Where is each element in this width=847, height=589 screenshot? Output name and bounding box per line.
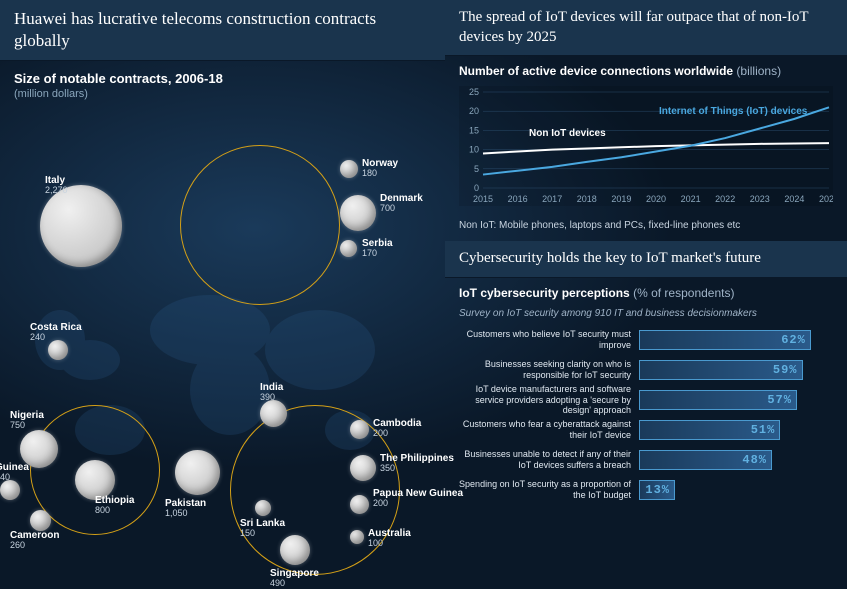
contract-bubble — [280, 535, 310, 565]
bar-label: IoT device manufacturers and software se… — [459, 384, 639, 416]
line-chart-unit: (billions) — [736, 64, 781, 78]
right-panel: The spread of IoT devices will far outpa… — [445, 0, 847, 570]
svg-text:2019: 2019 — [611, 194, 631, 204]
contract-bubble — [40, 185, 122, 267]
bubble-label: Norway180 — [362, 158, 398, 179]
contract-bubble — [340, 195, 376, 231]
bar-track: 48% — [639, 450, 833, 470]
bar-label: Businesses unable to detect if any of th… — [459, 449, 639, 471]
bar-value: 57% — [767, 393, 792, 407]
bar-track: 13% — [639, 480, 833, 500]
bar-fill: 48% — [639, 450, 772, 470]
bar-value: 13% — [645, 483, 670, 497]
bar-fill: 51% — [639, 420, 780, 440]
bar-fill: 13% — [639, 480, 675, 500]
svg-text:2022: 2022 — [715, 194, 735, 204]
bubble-label: The Philippines350 — [380, 453, 454, 474]
iot-header: The spread of IoT devices will far outpa… — [445, 0, 847, 56]
left-header: Huawei has lucrative telecoms constructi… — [0, 0, 445, 61]
bar-value: 51% — [751, 423, 776, 437]
bar-value: 62% — [781, 333, 806, 347]
svg-text:25: 25 — [469, 87, 479, 97]
left-subtitle-note: (million dollars) — [0, 88, 445, 100]
bubble-label: Papua New Guinea200 — [373, 488, 463, 509]
map-area: Italy2,270 Norway180 Denmark700 Serbia170 Co… — [0, 100, 445, 580]
bubble-label: Sri Lanka150 — [240, 518, 285, 539]
left-subtitle: Size of notable contracts, 2006-18 — [0, 61, 445, 88]
bubble-label: Costa Rica240 — [30, 322, 82, 343]
contract-bubble — [340, 160, 358, 178]
zoom-ring — [180, 145, 340, 305]
svg-text:2016: 2016 — [508, 194, 528, 204]
bar-row: Businesses unable to detect if any of th… — [459, 449, 833, 472]
svg-text:5: 5 — [474, 164, 479, 174]
contract-bubble — [175, 450, 220, 495]
bar-value: 59% — [773, 363, 798, 377]
bar-label: Customers who fear a cyberattack against… — [459, 419, 639, 441]
bubble-label: Italy2,270 — [45, 175, 68, 196]
bubble-label: India390 — [260, 382, 283, 403]
bar-track: 57% — [639, 390, 833, 410]
line-chart: 0510152025201520162017201820192020202120… — [459, 86, 833, 206]
bar-track: 51% — [639, 420, 833, 440]
svg-text:10: 10 — [469, 145, 479, 155]
bubble-label: Ethiopia800 — [95, 495, 134, 516]
bar-fill: 62% — [639, 330, 811, 350]
bar-label: Customers who believe IoT security must … — [459, 329, 639, 351]
bubble-label: Australia100 — [368, 528, 411, 549]
bar-row: IoT device manufacturers and software se… — [459, 389, 833, 412]
left-panel: Huawei has lucrative telecoms constructi… — [0, 0, 445, 570]
bubble-label: Pakistan1,050 — [165, 498, 206, 519]
svg-text:2023: 2023 — [750, 194, 770, 204]
svg-text:2020: 2020 — [646, 194, 666, 204]
bars-panel: IoT cybersecurity perceptions (% of resp… — [445, 278, 847, 517]
bubble-label: Serbia170 — [362, 238, 393, 259]
cyber-header: Cybersecurity holds the key to IoT marke… — [445, 241, 847, 278]
bubble-label: Singapore490 — [270, 568, 319, 589]
bar-label: Businesses seeking clarity on who is res… — [459, 359, 639, 381]
contract-bubble — [350, 455, 376, 481]
line-chart-title-text: Number of active device connections worl… — [459, 64, 733, 78]
svg-text:2017: 2017 — [542, 194, 562, 204]
bubble-label: Denmark700 — [380, 193, 423, 214]
svg-text:2025: 2025 — [819, 194, 833, 204]
svg-text:2021: 2021 — [681, 194, 701, 204]
bar-value: 48% — [742, 453, 767, 467]
bar-row: Customers who believe IoT security must … — [459, 329, 833, 352]
bar-row: Spending on IoT security as a proportion… — [459, 479, 833, 502]
svg-text:2018: 2018 — [577, 194, 597, 204]
bar-chart: Customers who believe IoT security must … — [459, 329, 833, 502]
bar-track: 62% — [639, 330, 833, 350]
svg-text:20: 20 — [469, 106, 479, 116]
contract-bubble — [75, 460, 115, 500]
contract-bubble — [260, 400, 287, 427]
bar-row: Customers who fear a cyberattack against… — [459, 419, 833, 442]
bubble-label: Cameroon260 — [10, 530, 59, 551]
svg-text:0: 0 — [474, 183, 479, 193]
bar-label: Spending on IoT security as a proportion… — [459, 479, 639, 501]
svg-text:15: 15 — [469, 125, 479, 135]
cyber-subtitle-unit: (% of respondents) — [633, 286, 734, 300]
bar-row: Businesses seeking clarity on who is res… — [459, 359, 833, 382]
survey-note: Survey on IoT security among 910 IT and … — [459, 308, 833, 319]
bubble-label: Nigeria750 — [10, 410, 44, 431]
svg-text:Non IoT devices: Non IoT devices — [529, 128, 606, 139]
contract-bubble — [30, 510, 51, 531]
line-chart-panel: Number of active device connections worl… — [445, 56, 847, 214]
cyber-subtitle-text: IoT cybersecurity perceptions — [459, 286, 630, 300]
line-chart-title: Number of active device connections worl… — [459, 64, 833, 78]
bar-fill: 57% — [639, 390, 797, 410]
bubble-label: Guinea240 — [0, 462, 29, 483]
svg-text:Internet of Things (IoT) devic: Internet of Things (IoT) devices — [659, 106, 808, 117]
svg-text:2015: 2015 — [473, 194, 493, 204]
bar-track: 59% — [639, 360, 833, 380]
cyber-subtitle: IoT cybersecurity perceptions (% of resp… — [459, 286, 833, 300]
bar-fill: 59% — [639, 360, 803, 380]
bubble-label: Cambodia200 — [373, 418, 421, 439]
svg-text:2024: 2024 — [784, 194, 804, 204]
line-chart-note: Non IoT: Mobile phones, laptops and PCs,… — [445, 214, 847, 241]
